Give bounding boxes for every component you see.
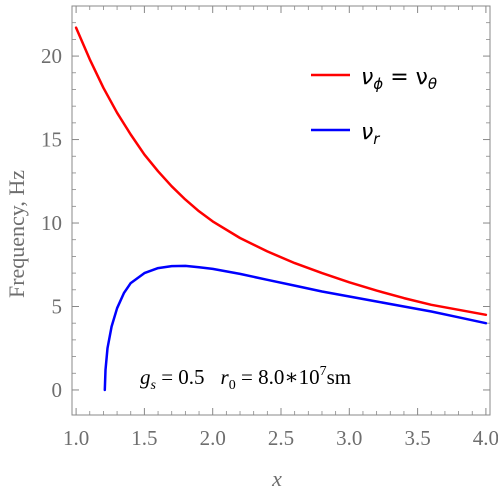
x-tick-label: 1.5 bbox=[131, 426, 157, 450]
x-tick-label: 3.5 bbox=[404, 426, 430, 450]
y-tick-label: 20 bbox=[41, 44, 62, 68]
series-lines bbox=[74, 26, 488, 392]
series-line-nu-phi bbox=[74, 26, 488, 317]
x-tick-label: 4.0 bbox=[473, 426, 498, 450]
y-axis-label: Frequency, Hz bbox=[4, 170, 29, 298]
x-axis-label: x bbox=[271, 466, 282, 491]
x-tick-label: 2.5 bbox=[268, 426, 294, 450]
legend: νϕ = νθ νr bbox=[311, 65, 437, 148]
y-tick-label: 5 bbox=[52, 294, 63, 318]
x-tick-label: 3.0 bbox=[336, 426, 362, 450]
legend-label-nu-r: νr bbox=[361, 120, 380, 148]
parameter-annotation: gs = 0.5 r0 = 8.0∗107sm bbox=[140, 364, 351, 393]
y-tick-label: 15 bbox=[41, 128, 62, 152]
x-tick-label: 2.0 bbox=[200, 426, 226, 450]
legend-label-nu-phi: νϕ = νθ bbox=[361, 65, 437, 93]
x-axis-ticks: 1.0 1.5 2.0 2.5 3.0 3.5 4.0 bbox=[63, 6, 498, 450]
y-tick-label: 0 bbox=[52, 378, 63, 402]
y-tick-label: 10 bbox=[41, 211, 62, 235]
y-axis-ticks: 0 5 10 15 20 bbox=[41, 22, 490, 402]
x-tick-label: 1.0 bbox=[63, 426, 89, 450]
series-line-nu-r bbox=[103, 264, 488, 392]
